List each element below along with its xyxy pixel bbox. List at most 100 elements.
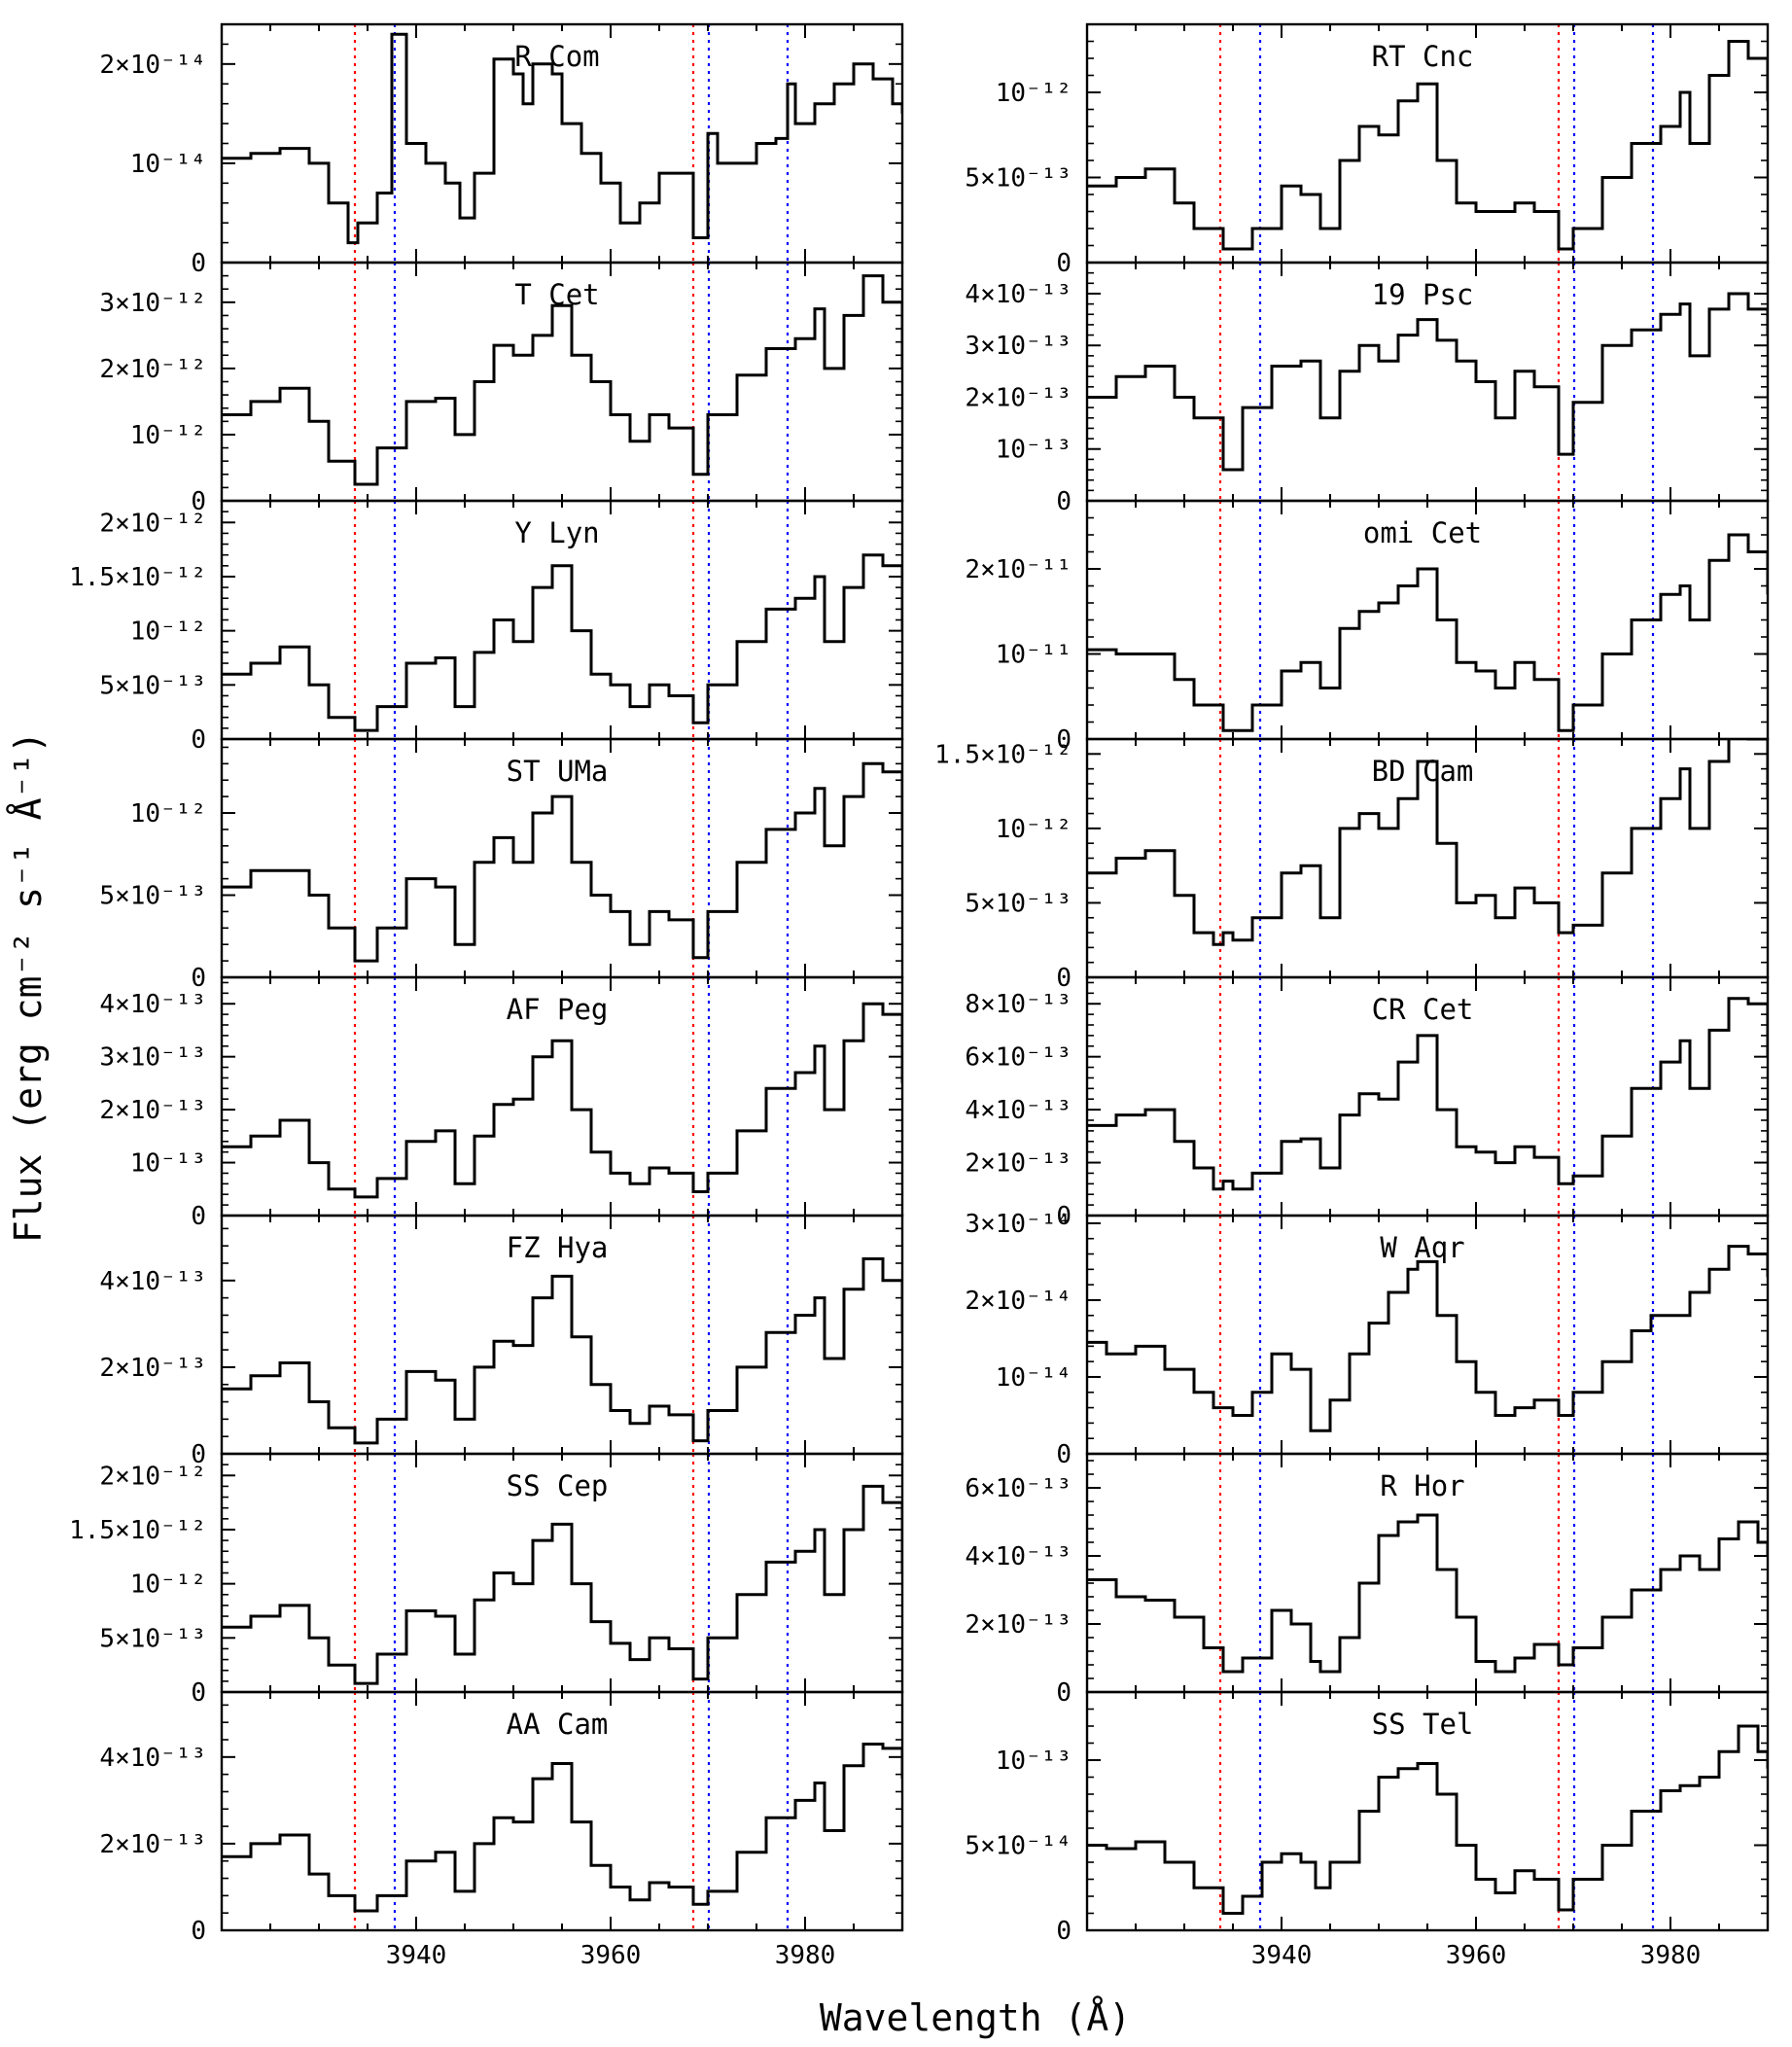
y-tick-label: 2×10⁻¹⁴ (965, 1287, 1072, 1316)
spectrum-panel: 0 10⁻¹² 2×10⁻¹² 3×10⁻¹² T Cet (99, 261, 904, 516)
panel-title: RT Cnc (1372, 40, 1474, 73)
y-tick-label: 2×10⁻¹² (99, 355, 206, 384)
y-tick-label: 10⁻¹² (130, 618, 206, 647)
y-tick-label: 2×10⁻¹³ (965, 1610, 1072, 1640)
y-tick-label: 4×10⁻¹³ (965, 280, 1072, 309)
y-tick-label: 6×10⁻¹³ (965, 1474, 1072, 1503)
y-tick-label: 0 (191, 1678, 206, 1708)
y-tick-label: 0 (191, 249, 206, 278)
spectrum-panel: 0 5×10⁻¹³ 10⁻¹² 1.5×10⁻¹² 2×10⁻¹² SS Cep (69, 1452, 904, 1708)
panel-title: FZ Hya (507, 1231, 609, 1264)
y-tick-label: 0 (1056, 1678, 1072, 1708)
panels-layer: 0 10⁻¹⁴ 2×10⁻¹⁴ R Com 0 10⁻¹² 2×10⁻¹² 3×10⁻¹² T … (69, 22, 1770, 1970)
spectrum-panel: 0 10⁻¹³ 2×10⁻¹³ 3×10⁻¹³ 4×10⁻¹³ 19 Psc (965, 261, 1770, 516)
spectrum-line (1087, 1245, 1768, 1432)
panel-title: omi Cet (1363, 516, 1482, 549)
spectrum-panel: 0 5×10⁻¹³ 10⁻¹² ST UMa (99, 737, 904, 993)
spectrum-line (222, 761, 902, 963)
x-tick-label: 3980 (1640, 1941, 1702, 1970)
y-tick-label: 10⁻¹³ (996, 436, 1072, 465)
y-tick-label: 0 (1056, 487, 1072, 516)
y-tick-label: 3×10⁻¹³ (99, 1043, 206, 1073)
y-tick-label: 10⁻¹³ (996, 1747, 1072, 1776)
x-tick-label: 3940 (386, 1941, 447, 1970)
panel-title: Y Lyn (514, 516, 599, 549)
spectrum-panel: 0 10⁻¹¹ 2×10⁻¹¹ omi Cet (965, 499, 1770, 755)
spectrum-panel: 0 5×10⁻¹⁴ 10⁻¹³ SS Tel 3940 3960 3980 (965, 1690, 1770, 1970)
y-tick-label: 4×10⁻¹³ (99, 1744, 206, 1773)
y-tick-label: 2×10⁻¹³ (99, 1096, 206, 1125)
y-tick-label: 2×10⁻¹³ (965, 383, 1072, 412)
y-tick-label: 5×10⁻¹³ (99, 671, 206, 700)
panel-title: CR Cet (1372, 993, 1474, 1026)
y-tick-label: 1.5×10⁻¹² (69, 563, 206, 592)
y-tick-label: 3×10⁻¹² (99, 289, 206, 318)
y-tick-label: 5×10⁻¹³ (99, 1624, 206, 1653)
y-tick-label: 4×10⁻¹³ (99, 1267, 206, 1296)
panel-title: R Hor (1380, 1469, 1464, 1502)
y-tick-label: 6×10⁻¹³ (965, 1043, 1072, 1073)
spectrum-line (222, 1002, 902, 1199)
y-axis-label: Flux (erg cm⁻² s⁻¹ Å⁻¹) (7, 731, 50, 1243)
spectrum-line (222, 1743, 902, 1913)
y-tick-label: 3×10⁻¹⁴ (965, 1210, 1072, 1239)
y-tick-label: 2×10⁻¹³ (965, 1149, 1072, 1179)
spectrum-panel: 0 2×10⁻¹³ 4×10⁻¹³ AA Cam 3940 3960 3980 (99, 1690, 904, 1970)
x-tick-label: 3940 (1251, 1941, 1313, 1970)
y-tick-label: 10⁻¹⁴ (130, 150, 206, 179)
y-tick-label: 10⁻¹⁴ (996, 1363, 1072, 1393)
y-tick-label: 2×10⁻¹² (99, 1462, 206, 1491)
panel-title: ST UMa (507, 755, 609, 788)
spectrum-line (1087, 997, 1768, 1191)
y-tick-label: 3×10⁻¹³ (965, 332, 1072, 361)
y-tick-label: 10⁻¹² (130, 799, 206, 829)
spectrum-line (1087, 739, 1768, 946)
y-tick-label: 0 (191, 725, 206, 755)
spectrum-line (222, 32, 902, 245)
panel-title: R Com (514, 40, 599, 73)
panel-title: W Aqr (1380, 1231, 1464, 1264)
y-tick-label: 5×10⁻¹³ (99, 882, 206, 911)
spectrum-panel: 0 5×10⁻¹³ 10⁻¹² 1.5×10⁻¹² BD Cam (934, 737, 1770, 993)
panel-title: AA Cam (507, 1708, 609, 1741)
y-tick-label: 2×10⁻¹⁴ (99, 51, 206, 80)
y-tick-label: 0 (1056, 1440, 1072, 1469)
y-tick-label: 8×10⁻¹³ (965, 990, 1072, 1019)
panel-title: AF Peg (507, 993, 609, 1026)
y-tick-label: 5×10⁻¹⁴ (965, 1832, 1072, 1861)
y-tick-label: 1.5×10⁻¹² (69, 1516, 206, 1545)
spectrum-line (222, 1257, 902, 1445)
panel-title: BD Cam (1372, 755, 1474, 788)
y-tick-label: 0 (191, 1202, 206, 1231)
x-tick-label: 3980 (775, 1941, 836, 1970)
x-tick-label: 3960 (580, 1941, 642, 1970)
x-axis-label: Wavelength (Å) (820, 1996, 1131, 2039)
y-tick-label: 5×10⁻¹³ (965, 164, 1072, 194)
y-tick-label: 0 (1056, 249, 1072, 278)
spectrum-panel: 0 10⁻¹⁴ 2×10⁻¹⁴ 3×10⁻¹⁴ W Aqr (965, 1210, 1770, 1469)
spectrum-line (222, 274, 902, 486)
y-tick-label: 0 (191, 964, 206, 993)
spectrum-panel: 0 5×10⁻¹³ 10⁻¹² 1.5×10⁻¹² 2×10⁻¹² Y Lyn (69, 499, 904, 755)
y-tick-label: 5×10⁻¹³ (965, 889, 1072, 918)
y-tick-label: 0 (1056, 1917, 1072, 1946)
spectrum-panel: 0 2×10⁻¹³ 4×10⁻¹³ 6×10⁻¹³ R Hor (965, 1452, 1770, 1708)
spectrum-line (1087, 292, 1768, 472)
y-tick-label: 10⁻¹¹ (996, 641, 1072, 670)
y-tick-label: 10⁻¹² (130, 421, 206, 450)
y-tick-label: 2×10⁻¹³ (99, 1354, 206, 1383)
y-tick-label: 0 (191, 487, 206, 516)
spectrum-panel: 0 10⁻¹³ 2×10⁻¹³ 3×10⁻¹³ 4×10⁻¹³ AF Peg (99, 975, 904, 1231)
spectrum-panel: 0 2×10⁻¹³ 4×10⁻¹³ FZ Hya (99, 1214, 904, 1469)
y-tick-label: 10⁻¹² (130, 1571, 206, 1600)
spectrum-line (1087, 1513, 1768, 1674)
spectrum-line (1087, 533, 1768, 732)
y-tick-label: 0 (1056, 1202, 1072, 1231)
x-tick-label: 3960 (1446, 1941, 1507, 1970)
y-tick-label: 2×10⁻¹³ (99, 1830, 206, 1859)
y-tick-label: 4×10⁻¹³ (965, 1542, 1072, 1571)
panel-title: SS Tel (1372, 1708, 1474, 1741)
y-tick-label: 10⁻¹² (996, 815, 1072, 844)
y-tick-label: 0 (1056, 964, 1072, 993)
